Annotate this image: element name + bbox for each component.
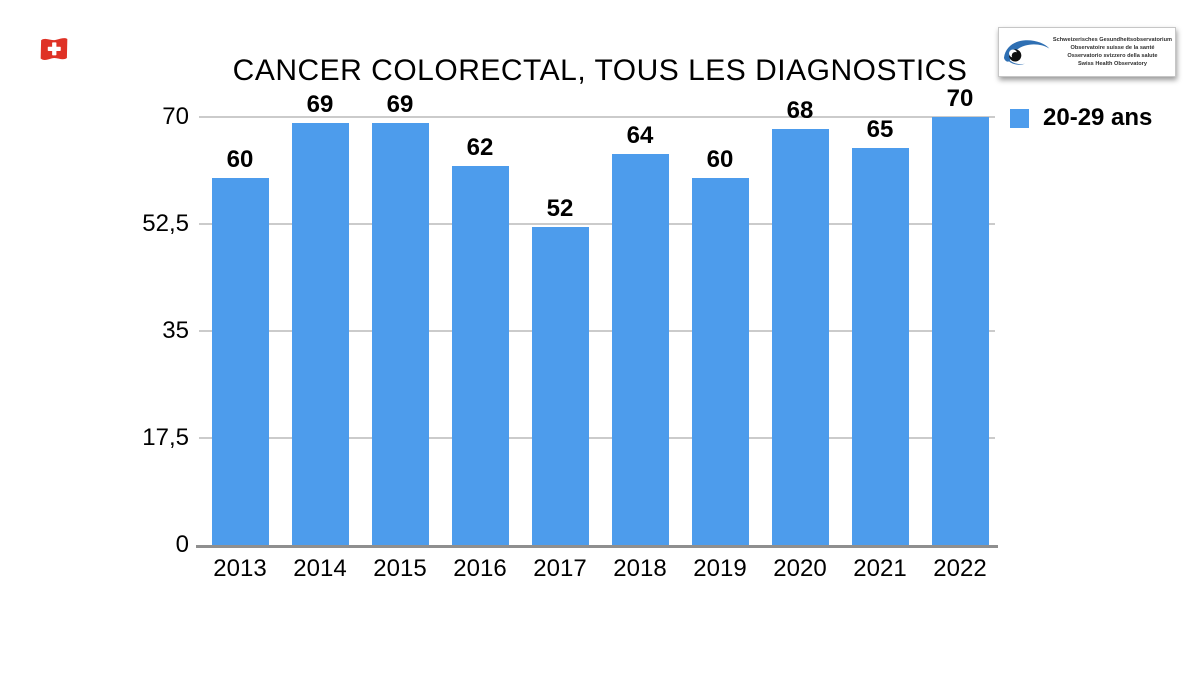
y-tick-label: 17,5: [142, 424, 189, 451]
bar: [371, 123, 429, 545]
x-tick-label: 2018: [613, 555, 667, 582]
x-tick-label: 2022: [933, 555, 987, 582]
bar-value-label: 68: [786, 97, 814, 125]
bar: [531, 227, 589, 545]
bar-value-label: 64: [626, 121, 654, 149]
obsan-eye-icon: [1003, 40, 1050, 65]
bar: [771, 129, 829, 545]
x-tick-label: 2019: [693, 555, 747, 582]
gridline: [199, 437, 995, 439]
y-tick-label: 70: [162, 103, 189, 130]
x-axis-line: [196, 545, 998, 548]
x-tick-label: 2017: [533, 555, 587, 582]
bar-value-label: 69: [386, 91, 414, 119]
legend: 20-29 ans: [1010, 104, 1152, 132]
x-tick-label: 2020: [773, 555, 827, 582]
bar-value-label: 60: [226, 146, 254, 174]
x-tick-label: 2013: [213, 555, 267, 582]
bar-value-label: 62: [466, 133, 494, 161]
gridline: [199, 223, 995, 225]
bar: [851, 147, 909, 545]
bar: [451, 165, 509, 545]
bar: [211, 178, 269, 545]
legend-swatch: [1010, 108, 1029, 128]
gridline: [199, 116, 995, 118]
x-tick-label: 2014: [293, 555, 347, 582]
logo-text-line: Swiss Health Observatory: [1077, 61, 1147, 67]
swiss-flag-icon: [40, 38, 68, 61]
bar-value-label: 60: [706, 146, 734, 174]
bar-value-label: 52: [546, 195, 574, 223]
bar: [291, 123, 349, 545]
gridline: [199, 330, 995, 332]
obsan-logo-text: Schweizerisches Gesundheitsobservatorium…: [1053, 36, 1172, 68]
bar: [611, 153, 669, 545]
legend-label: 20-29 ans: [1043, 104, 1153, 131]
x-tick-label: 2016: [453, 555, 507, 582]
bar: [691, 178, 749, 545]
bar-value-label: 70: [946, 85, 974, 112]
y-tick-label: 52,5: [142, 210, 189, 237]
x-tick-label: 2015: [373, 555, 427, 582]
bar-value-label: 65: [866, 115, 894, 143]
page-title: CANCER COLORECTAL, TOUS LES DIAGNOSTICS: [232, 54, 968, 87]
x-tick-label: 2021: [853, 555, 907, 582]
y-tick-label: 35: [162, 317, 189, 344]
bar-value-label: 69: [306, 91, 334, 119]
bar: [931, 117, 989, 545]
logo-text-line: Schweizerisches Gesundheitsobservatorium: [1052, 37, 1172, 43]
logo-text-line: Observatoire suisse de la santé: [1070, 45, 1155, 51]
obsan-logo-box: Schweizerisches Gesundheitsobservatorium…: [998, 27, 1176, 77]
y-tick-label: 0: [175, 531, 189, 558]
logo-text-line: Osservatorio svizzero della salute: [1067, 53, 1158, 59]
